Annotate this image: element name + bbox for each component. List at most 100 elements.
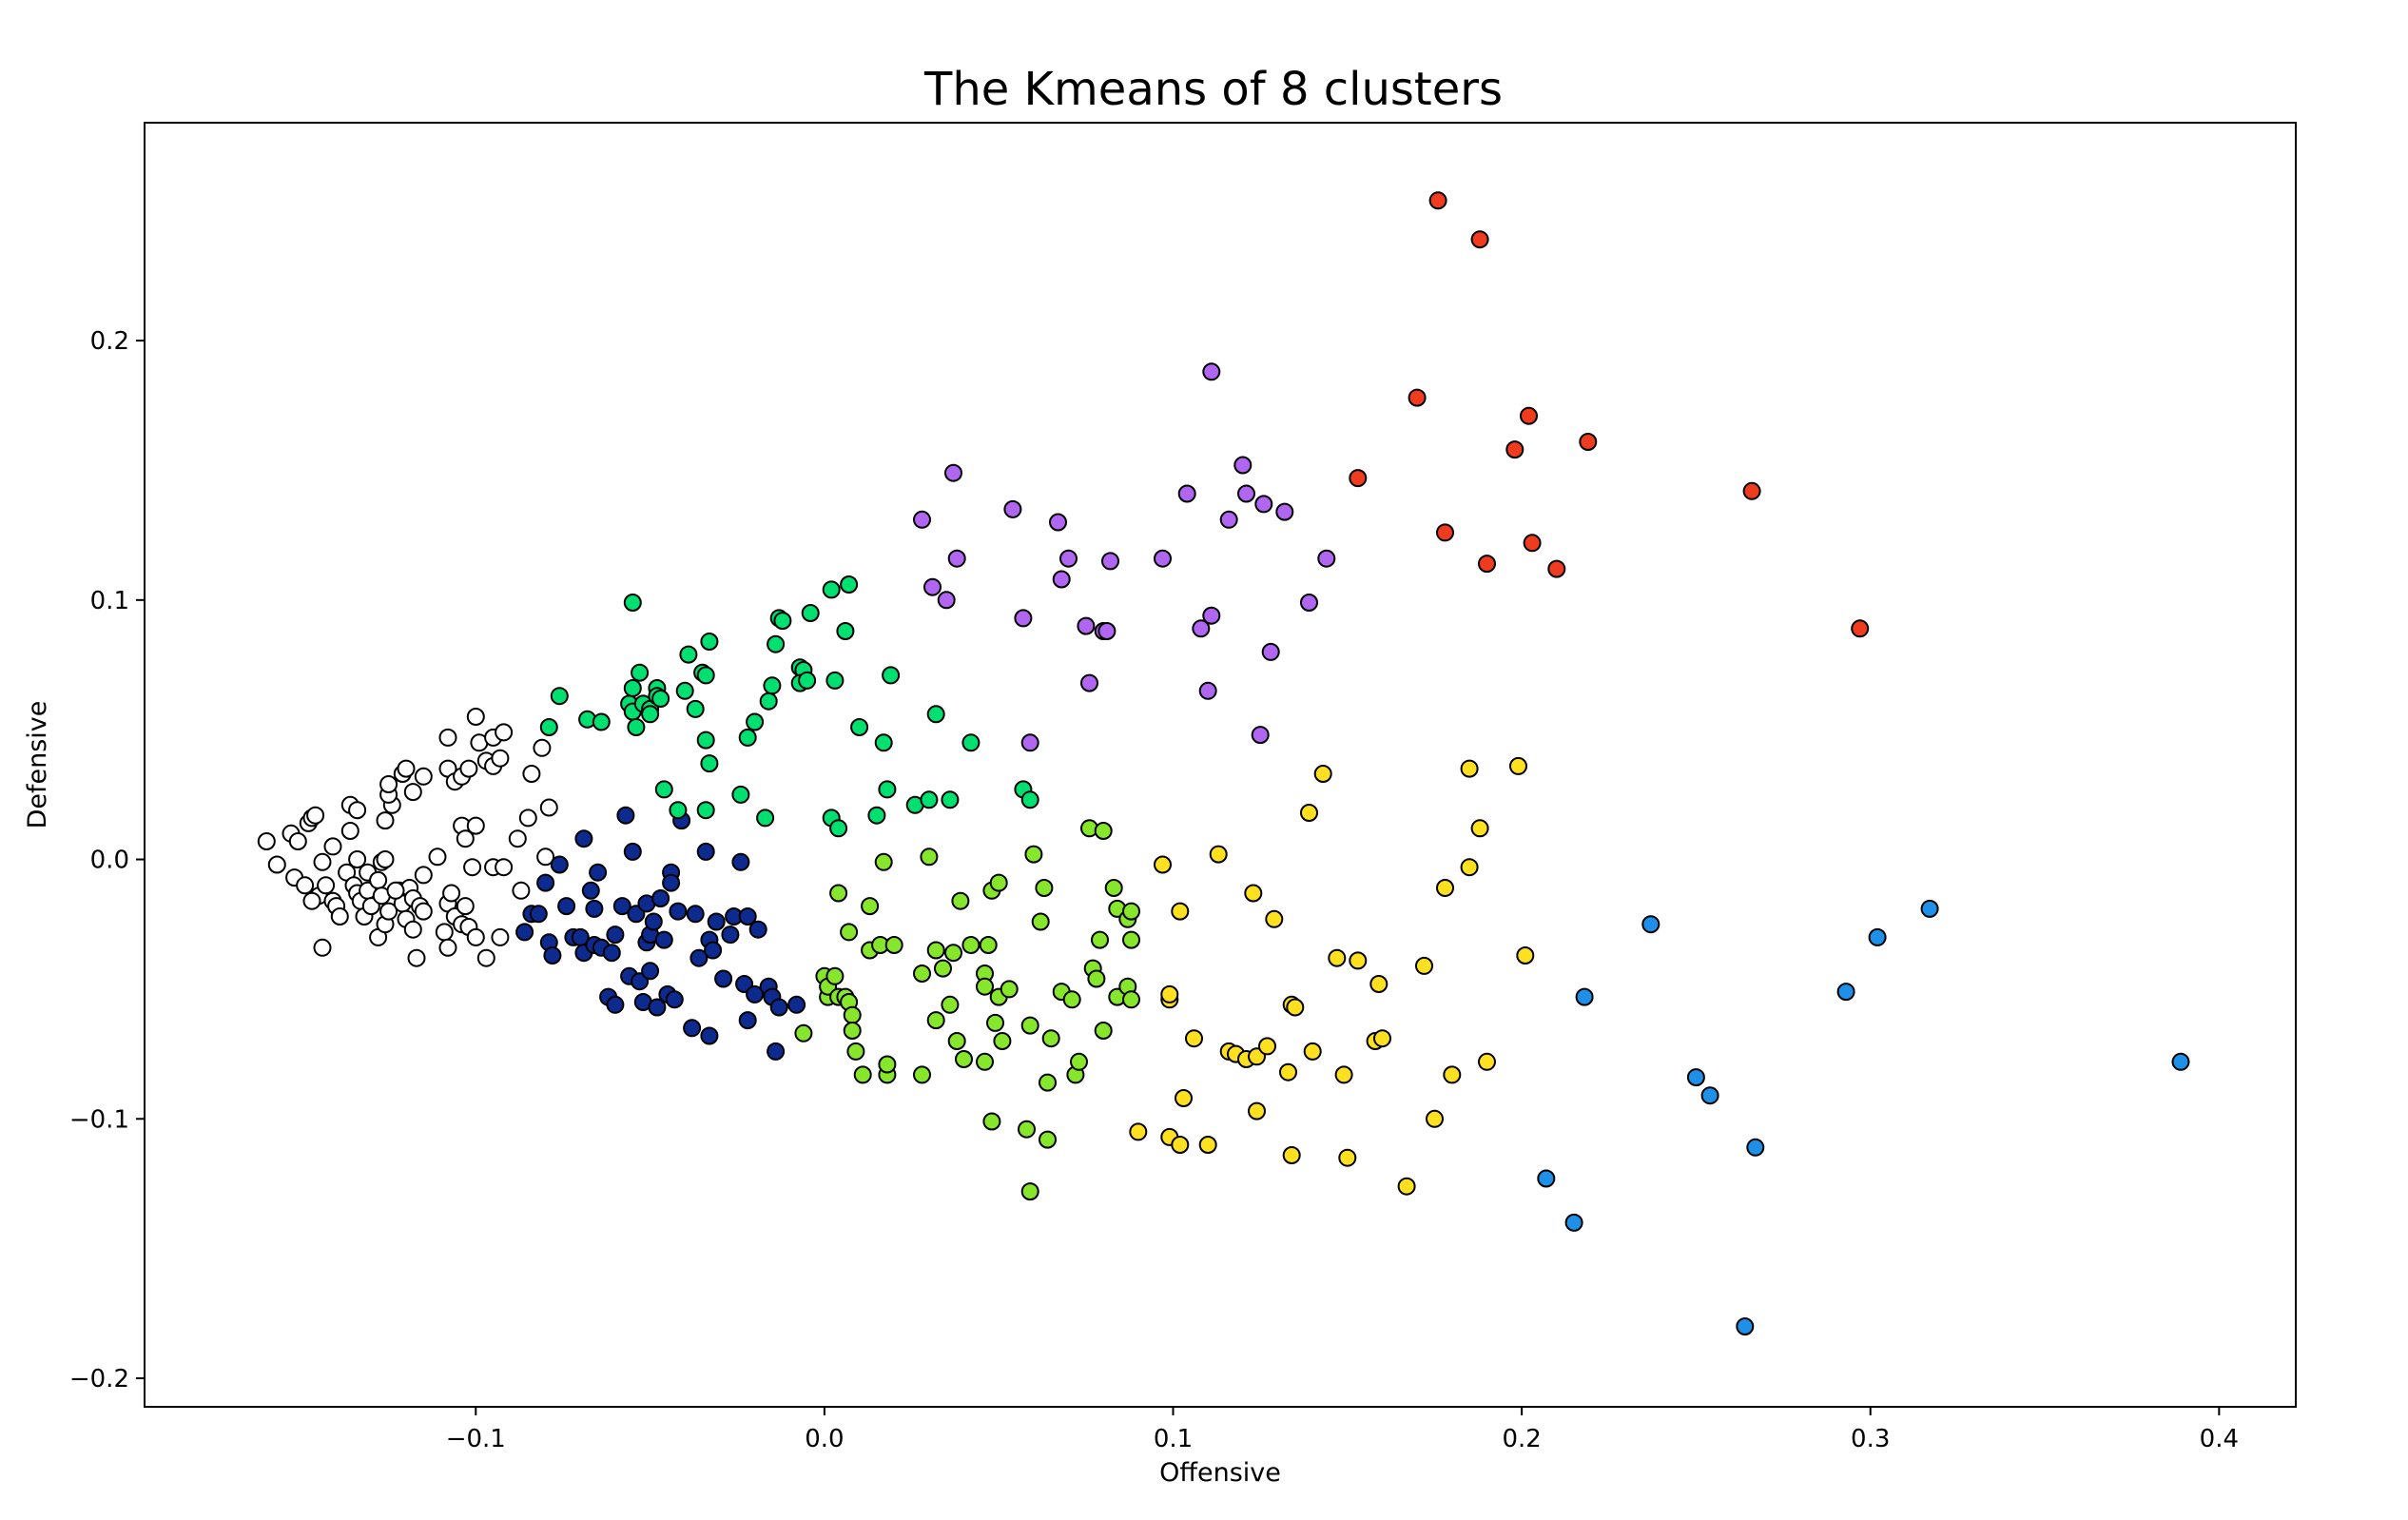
- scatter-point: [623, 842, 642, 861]
- scatter-point: [1520, 406, 1538, 425]
- scatter-point: [459, 759, 478, 778]
- scatter-point: [926, 1011, 945, 1030]
- scatter-point: [920, 848, 939, 867]
- scatter-point: [976, 977, 994, 996]
- scatter-point: [822, 580, 841, 599]
- y-tick-label: 0.1: [90, 587, 129, 615]
- scatter-point: [689, 948, 709, 967]
- scatter-point: [867, 806, 886, 825]
- scatter-point: [1003, 499, 1022, 518]
- scatter-point: [466, 816, 485, 835]
- scatter-point: [1920, 899, 1939, 918]
- scatter-point: [288, 832, 307, 850]
- scatter-point: [438, 938, 457, 957]
- scatter-point: [631, 663, 650, 682]
- scatter-point: [612, 897, 631, 916]
- ticks-layer: −0.1 0.0 0.1 0.2 0.3 0.4 −0.2 −0.1 0.0 0.1 0.2: [69, 327, 2239, 1453]
- points-layer: [257, 191, 2190, 1335]
- scatter-point: [539, 798, 558, 817]
- scatter-point: [403, 920, 422, 939]
- scatter-point: [512, 881, 531, 900]
- scatter-point: [386, 881, 405, 900]
- scatter-point: [313, 938, 332, 957]
- scatter-point: [700, 754, 719, 773]
- x-tick-label: 0.1: [1154, 1425, 1193, 1453]
- scatter-point: [515, 923, 534, 942]
- scatter-point: [1349, 469, 1368, 488]
- scatter-point: [1020, 1182, 1039, 1201]
- scatter-point: [913, 1065, 931, 1084]
- scatter-point: [1014, 609, 1033, 628]
- scatter-point: [1470, 819, 1489, 838]
- scatter-point: [1303, 1042, 1322, 1061]
- scatter-point: [1373, 1029, 1391, 1048]
- scatter-point: [707, 912, 726, 931]
- scatter-point: [746, 712, 765, 731]
- scatter-point: [767, 634, 786, 653]
- scatter-point: [369, 870, 388, 889]
- x-tick-label: 0.3: [1851, 1425, 1890, 1453]
- scatter-point: [1460, 858, 1479, 877]
- chart-title: The Kmeans of 8 clusters: [923, 63, 1503, 116]
- x-tick-label: 0.0: [805, 1425, 844, 1453]
- scatter-point: [533, 738, 552, 757]
- scatter-point: [1279, 1062, 1297, 1082]
- scatter-point: [651, 889, 670, 907]
- scatter-point: [1094, 1022, 1113, 1040]
- scatter-point: [623, 679, 642, 697]
- scatter-point: [1300, 594, 1318, 612]
- scatter-point: [696, 666, 715, 685]
- scatter-point: [574, 829, 593, 848]
- scatter-point: [923, 577, 942, 596]
- scatter-point: [1070, 1052, 1088, 1071]
- scatter-point: [543, 946, 562, 965]
- scatter-point: [1041, 1029, 1060, 1048]
- scatter-point: [1478, 555, 1496, 574]
- scatter-point: [944, 944, 962, 963]
- scatter-point: [662, 873, 681, 892]
- scatter-point: [947, 1032, 966, 1050]
- scatter-point: [1171, 1136, 1190, 1154]
- scatter-point: [721, 926, 740, 945]
- scatter-point: [1328, 948, 1347, 967]
- scatter-point: [1198, 681, 1217, 700]
- scatter-point: [926, 705, 945, 724]
- scatter-point: [592, 712, 611, 731]
- scatter-point: [746, 984, 765, 1004]
- scatter-point: [1334, 1065, 1353, 1084]
- scatter-point: [581, 881, 600, 900]
- scatter-point: [442, 884, 461, 903]
- scatter-point: [884, 936, 903, 954]
- scatter-point: [529, 905, 548, 924]
- scatter-point: [1338, 1148, 1357, 1167]
- scatter-point: [825, 966, 845, 985]
- scatter-point: [993, 1032, 1012, 1050]
- scatter-point: [683, 1019, 702, 1038]
- scatter-point: [941, 790, 960, 809]
- scatter-point: [769, 998, 788, 1017]
- scatter-point: [456, 829, 475, 848]
- scatter-point: [738, 728, 757, 747]
- scatter-point: [700, 1026, 719, 1045]
- scatter-point: [1160, 984, 1179, 1004]
- scatter-point: [376, 850, 395, 868]
- scatter-point: [302, 891, 321, 910]
- scatter-point: [1052, 570, 1071, 589]
- scatter-point: [435, 923, 454, 942]
- scatter-point: [696, 731, 715, 750]
- scatter-point: [348, 850, 367, 868]
- scatter-point: [1077, 616, 1096, 635]
- scatter-point: [414, 866, 433, 885]
- scatter-point: [850, 718, 869, 736]
- scatter-point: [557, 897, 576, 916]
- scatter-point: [539, 718, 558, 736]
- scatter-point: [414, 767, 433, 786]
- scatter-point: [1436, 879, 1454, 897]
- scatter-point: [669, 801, 688, 820]
- scatter-point: [947, 549, 966, 568]
- scatter-point: [1244, 884, 1263, 903]
- scatter-point: [1736, 1317, 1755, 1335]
- scatter-point: [1020, 1016, 1039, 1035]
- scatter-point: [731, 785, 750, 804]
